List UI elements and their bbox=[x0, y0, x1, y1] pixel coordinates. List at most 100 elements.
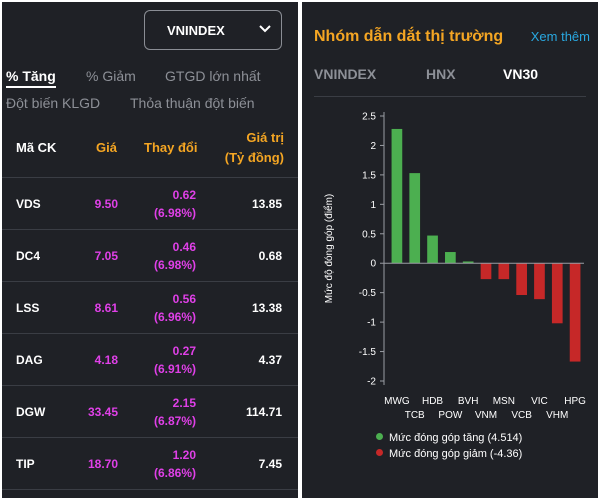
row-price: 33.45 bbox=[87, 405, 118, 419]
row-price: 18.70 bbox=[87, 457, 118, 471]
header-change[interactable]: Thay đổi bbox=[144, 140, 198, 155]
row-change-percent: (6.91%) bbox=[153, 362, 196, 376]
row-change: 0.62 (6.98%) bbox=[154, 186, 196, 222]
y-tick-label: 1 bbox=[370, 200, 376, 211]
row-code: DAG bbox=[16, 353, 43, 367]
row-change-value: 0.56 bbox=[172, 292, 196, 306]
y-tick-label: -0.5 bbox=[359, 288, 377, 299]
row-change: 0.27 (6.91%) bbox=[154, 342, 196, 378]
chevron-down-icon bbox=[259, 25, 271, 33]
table-row[interactable]: TIP 18.70 1.20 (6.86%) 7.45 bbox=[2, 438, 298, 490]
table-row[interactable]: LSS 8.61 0.56 (6.96%) 13.38 bbox=[2, 282, 298, 334]
row-value: 13.38 bbox=[251, 301, 282, 315]
row-change-value: 0.46 bbox=[172, 240, 196, 254]
header-price[interactable]: Giá bbox=[96, 140, 117, 155]
row-code: VDS bbox=[16, 197, 41, 211]
header-value-unit: (Tỷ đồng) bbox=[224, 150, 284, 165]
x-tick-label: BVH bbox=[458, 396, 479, 407]
row-change-value: 0.27 bbox=[172, 344, 196, 358]
tab-deal-spike[interactable]: Thỏa thuận đột biến bbox=[130, 95, 255, 111]
y-tick-label: 0 bbox=[370, 259, 376, 270]
row-price: 8.61 bbox=[94, 301, 118, 315]
row-code: DGW bbox=[16, 405, 46, 419]
row-value: 0.68 bbox=[258, 249, 282, 263]
x-tick-label: TCB bbox=[405, 410, 425, 421]
index-select-value: VNINDEX bbox=[167, 23, 225, 38]
market-leaders-panel: Nhóm dẫn dắt thị trường Xem thêm VNINDEX… bbox=[302, 2, 598, 498]
row-change-value: 2.15 bbox=[172, 396, 196, 410]
row-value: 13.85 bbox=[251, 197, 282, 211]
table-row[interactable]: DGW 33.45 2.15 (6.87%) 114.71 bbox=[2, 386, 298, 438]
bar-vcb bbox=[516, 263, 527, 296]
top-gainers-panel: VNINDEX % Tăng % Giảm GTGD lớn nhất Đột … bbox=[2, 2, 298, 498]
y-tick-label: 2.5 bbox=[362, 112, 376, 123]
row-change-percent: (6.86%) bbox=[153, 466, 196, 480]
bar-msn bbox=[498, 263, 510, 280]
contribution-chart: 2.5 2 1.5 1 0.5 0 -0.5 -1 -1.5 -2 Mức độ đóng góp … bbox=[323, 112, 586, 422]
x-tick-label: MSN bbox=[493, 396, 515, 407]
row-change-value: 1.20 bbox=[172, 448, 196, 462]
bar-hpg bbox=[569, 263, 581, 362]
row-change: 2.15 (6.87%) bbox=[154, 394, 196, 430]
x-tick-label: MWG bbox=[384, 396, 410, 407]
row-change: 0.56 (6.96%) bbox=[154, 290, 196, 326]
row-code: TIP bbox=[16, 457, 35, 471]
y-tick-label: 0.5 bbox=[362, 229, 376, 240]
row-code: DC4 bbox=[16, 249, 41, 263]
bar-pow bbox=[445, 252, 456, 264]
legend-up-label: Mức đóng góp tăng (4.514) bbox=[389, 432, 523, 444]
row-code: LSS bbox=[16, 301, 40, 315]
y-tick-label: 2 bbox=[370, 141, 376, 152]
bar-tcb bbox=[409, 173, 421, 264]
x-tick-label: HDB bbox=[422, 396, 443, 407]
tab-hnx[interactable]: HNX bbox=[426, 66, 456, 82]
tab-top-value[interactable]: GTGD lớn nhất bbox=[165, 68, 261, 84]
row-value: 114.71 bbox=[245, 405, 282, 419]
y-axis-label: Mức độ đóng góp (điểm) bbox=[323, 194, 335, 304]
header-value[interactable]: Giá trị (Tỷ đồng) bbox=[225, 128, 284, 168]
header-value-title: Giá trị bbox=[246, 130, 284, 145]
y-tick-label: -1 bbox=[367, 318, 376, 329]
table-row[interactable]: VDS 9.50 0.62 (6.98%) 13.85 bbox=[2, 178, 298, 230]
row-change-percent: (6.98%) bbox=[153, 258, 196, 272]
bar-vnm bbox=[480, 263, 492, 280]
row-change-percent: (6.96%) bbox=[153, 310, 196, 324]
legend-up: Mức đóng góp tăng (4.514) bbox=[376, 432, 522, 444]
legend-down-dot bbox=[376, 449, 383, 456]
tab-vn30[interactable]: VN30 bbox=[503, 66, 539, 82]
bar-vhm bbox=[551, 263, 563, 324]
x-tick-label: HPG bbox=[564, 396, 586, 407]
table-row[interactable]: DC4 7.05 0.46 (6.98%) 0.68 bbox=[2, 230, 298, 282]
row-change-percent: (6.98%) bbox=[153, 206, 196, 220]
view-more-link[interactable]: Xem thêm bbox=[530, 29, 590, 44]
row-value: 4.37 bbox=[258, 353, 282, 367]
tab-divider bbox=[314, 96, 586, 97]
table-row[interactable]: DAG 4.18 0.27 (6.91%) 4.37 bbox=[2, 334, 298, 386]
tab-percent-down[interactable]: % Giảm bbox=[86, 68, 136, 84]
row-change-percent: (6.87%) bbox=[153, 414, 196, 428]
x-tick-label: VHM bbox=[546, 410, 568, 421]
row-price: 4.18 bbox=[94, 353, 118, 367]
row-change-value: 0.62 bbox=[172, 188, 196, 202]
tab-volume-spike[interactable]: Đột biến KLGD bbox=[6, 95, 101, 111]
header-code[interactable]: Mã CK bbox=[16, 140, 57, 155]
index-select[interactable]: VNINDEX bbox=[144, 10, 282, 50]
y-tick-label: 1.5 bbox=[362, 170, 376, 181]
row-change: 1.20 (6.86%) bbox=[154, 446, 196, 482]
x-tick-label: VCB bbox=[511, 410, 532, 421]
tab-vnindex[interactable]: VNINDEX bbox=[314, 66, 377, 82]
x-tick-label: VNM bbox=[475, 410, 497, 421]
row-change: 0.46 (6.98%) bbox=[154, 238, 196, 274]
panel-title: Nhóm dẫn dắt thị trường bbox=[314, 28, 504, 45]
bar-hdb bbox=[427, 235, 438, 264]
row-price: 7.05 bbox=[94, 249, 118, 263]
legend-down: Mức đóng góp giảm (-4.36) bbox=[376, 448, 522, 460]
y-tick-label: -1.5 bbox=[359, 347, 377, 358]
x-tick-label: POW bbox=[438, 410, 462, 421]
x-tick-label: VIC bbox=[531, 396, 548, 407]
legend-down-label: Mức đóng góp giảm (-4.36) bbox=[389, 448, 523, 460]
legend-up-dot bbox=[376, 433, 383, 440]
bar-vic bbox=[534, 263, 545, 300]
tab-percent-up[interactable]: % Tăng bbox=[6, 68, 56, 88]
row-price: 9.50 bbox=[94, 197, 118, 211]
